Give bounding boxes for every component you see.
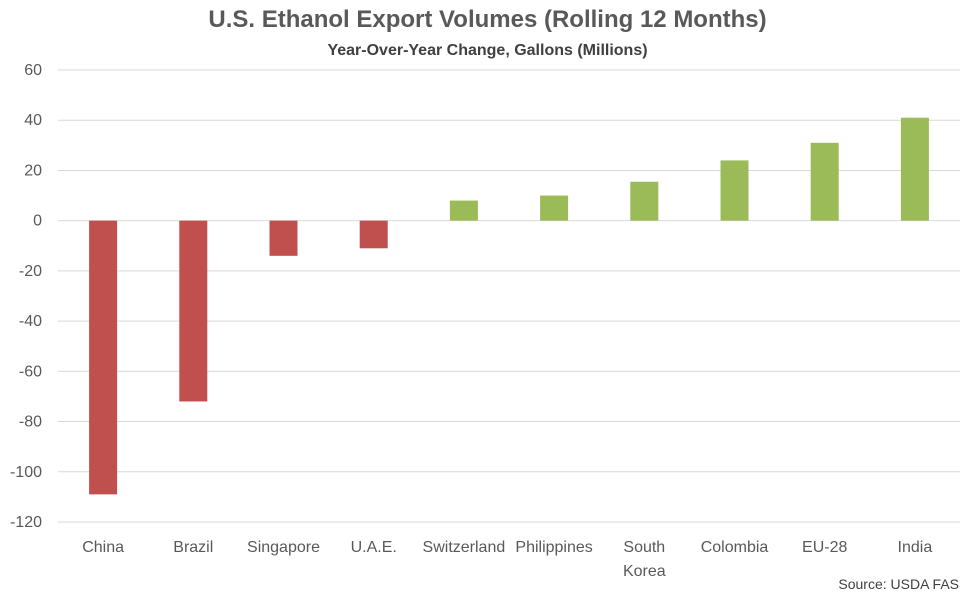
x-tick-label: South [623, 539, 665, 556]
bar [540, 195, 569, 221]
x-tick-label: U.A.E. [351, 539, 397, 556]
y-tick-label: 20 [24, 162, 42, 179]
x-tick-label: EU-28 [802, 539, 847, 556]
x-tick-label: Switzerland [423, 539, 506, 556]
bar [89, 220, 118, 495]
bar [269, 220, 298, 256]
bar [810, 142, 839, 221]
y-tick-label: -80 [19, 414, 42, 431]
y-tick-label: -120 [10, 514, 42, 531]
y-tick-label: 0 [33, 213, 42, 230]
x-tick-label: Singapore [247, 539, 320, 556]
x-tick-label: Philippines [515, 539, 592, 556]
bar [179, 220, 208, 402]
bar [720, 160, 749, 221]
x-tick-label: China [82, 539, 124, 556]
y-tick-label: -60 [19, 363, 42, 380]
bar [900, 117, 929, 221]
source-note: Source: USDA FAS [838, 576, 959, 592]
y-tick-label: 40 [24, 112, 42, 129]
x-tick-label: Colombia [701, 539, 769, 556]
x-tick-label: India [898, 539, 933, 556]
x-tick-label: Brazil [173, 539, 213, 556]
bar [449, 200, 478, 221]
bar [359, 220, 388, 249]
y-tick-label: -20 [19, 263, 42, 280]
chart-subtitle: Year-Over-Year Change, Gallons (Millions… [327, 42, 648, 59]
chart-title: U.S. Ethanol Export Volumes (Rolling 12 … [208, 6, 767, 33]
bar [630, 181, 659, 221]
y-tick-label: -40 [19, 313, 42, 330]
x-tick-label: Korea [623, 563, 666, 580]
y-tick-label: 60 [24, 62, 42, 79]
y-tick-label: -100 [10, 464, 42, 481]
